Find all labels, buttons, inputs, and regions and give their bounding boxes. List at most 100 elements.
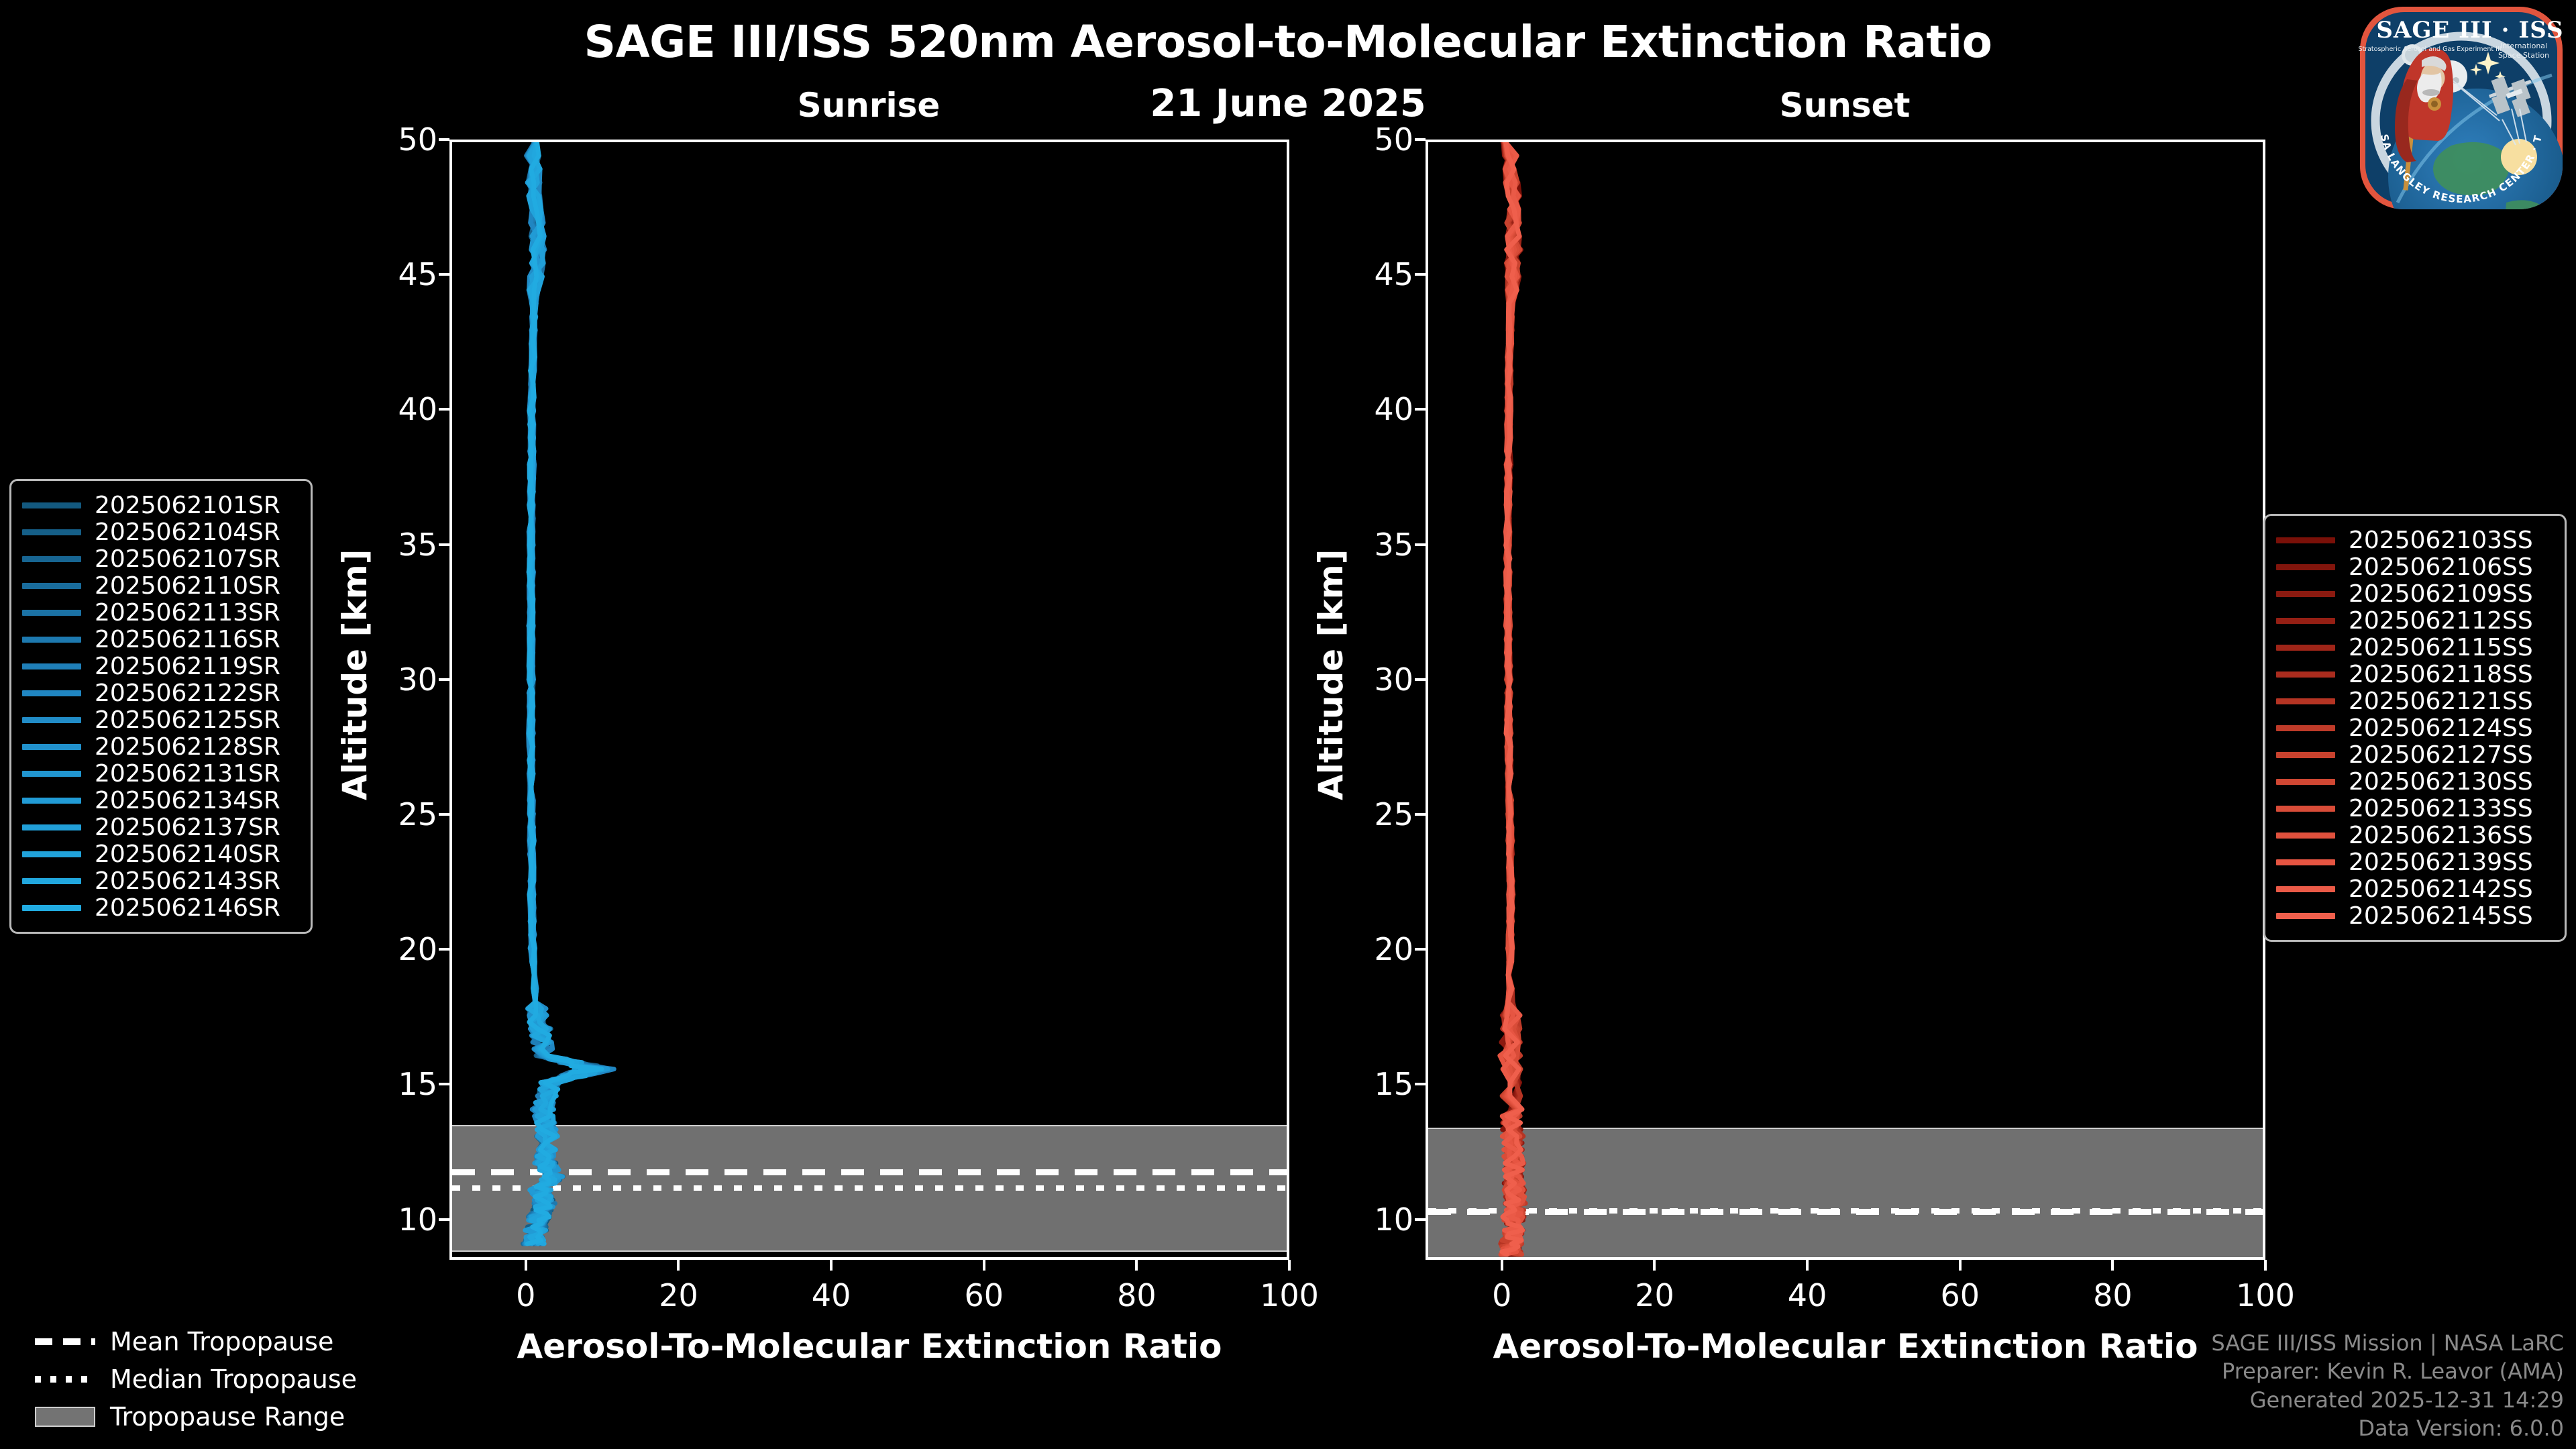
legend-item-label: 2025062122SR <box>95 679 280 707</box>
legend-item[interactable]: 2025062119SR <box>22 653 299 680</box>
legend-item[interactable]: 2025062128SR <box>22 733 299 761</box>
legend-item-label: 2025062133SS <box>2349 794 2533 822</box>
iss-icon <box>2488 76 2532 117</box>
legend-item[interactable]: 2025062122SR <box>22 679 299 707</box>
y-axis-tick-label: 30 <box>398 661 437 698</box>
y-axis-tick-mark <box>439 408 449 411</box>
legend-item-label: 2025062103SS <box>2349 526 2533 554</box>
x-axis-tick-label: 0 <box>1492 1277 1512 1313</box>
legend-color-swatch <box>22 904 81 911</box>
legend-color-swatch <box>22 851 81 857</box>
legend-color-swatch <box>22 797 81 804</box>
legend-item[interactable]: 2025062136SS <box>2276 822 2553 849</box>
legend-color-swatch <box>2276 912 2335 919</box>
legend-item-label: 2025062107SR <box>95 545 280 573</box>
panel-title-sunset: Sunset <box>1779 86 1911 125</box>
legend-color-swatch <box>2276 885 2335 892</box>
x-axis-tick-mark <box>524 1260 527 1271</box>
legend-item[interactable]: 2025062140SR <box>22 841 299 868</box>
legend-item[interactable]: 2025062143SR <box>22 867 299 895</box>
legend-item[interactable]: 2025062121SS <box>2276 688 2553 715</box>
legend-color-swatch <box>2276 564 2335 570</box>
legend-item-label: 2025062101SR <box>95 491 280 519</box>
legend-item[interactable]: 2025062109SS <box>2276 580 2553 608</box>
legend-item[interactable]: 2025062107SR <box>22 545 299 573</box>
legend-item-label: 2025062118SS <box>2349 660 2533 688</box>
legend-item[interactable]: 2025062118SS <box>2276 661 2553 688</box>
legend-color-swatch <box>22 609 81 616</box>
legend-sunset[interactable]: 2025062103SS 2025062106SS 2025062109SS 2025… <box>2263 514 2567 942</box>
legend-label-median-tropopause: Median Tropopause <box>110 1364 357 1394</box>
legend-color-swatch <box>22 636 81 643</box>
earth-landmass-2 <box>2504 200 2555 209</box>
y-axis-tick-mark <box>439 138 449 141</box>
legend-item[interactable]: 2025062142SS <box>2276 875 2553 903</box>
x-axis-tick-mark <box>1288 1260 1291 1271</box>
legend-item-tropopause-range: Tropopause Range <box>19 1398 357 1436</box>
y-axis-tick-mark <box>1415 1218 1426 1221</box>
x-axis-label: Aerosol-To-Molecular Extinction Ratio <box>1493 1327 2198 1366</box>
y-axis-tick-label: 50 <box>1374 121 1413 158</box>
logo-title: SAGE III · ISS <box>2376 17 2563 44</box>
legend-item[interactable]: 2025062145SS <box>2276 902 2553 930</box>
legend-item[interactable]: 2025062124SS <box>2276 714 2553 742</box>
legend-item[interactable]: 2025062127SS <box>2276 741 2553 769</box>
x-axis-tick-label: 80 <box>1117 1277 1157 1313</box>
legend-color-swatch <box>2276 724 2335 731</box>
earth-landmass <box>2433 142 2510 196</box>
star-icon-3 <box>2495 71 2506 82</box>
legend-color-swatch <box>2276 537 2335 543</box>
legend-item[interactable]: 2025062130SS <box>2276 768 2553 796</box>
legend-item[interactable]: 2025062134SR <box>22 787 299 814</box>
x-axis-tick-label: 40 <box>1787 1277 1827 1313</box>
legend-item[interactable]: 2025062110SR <box>22 572 299 600</box>
legend-item-label: 2025062127SS <box>2349 741 2533 769</box>
legend-item[interactable]: 2025062101SR <box>22 492 299 519</box>
legend-item-mean-tropopause: Mean Tropopause <box>19 1323 357 1360</box>
legend-item-median-tropopause: Median Tropopause <box>19 1360 357 1398</box>
legend-item[interactable]: 2025062113SR <box>22 599 299 627</box>
legend-item[interactable]: 2025062112SS <box>2276 607 2553 635</box>
occultation-lines <box>2452 80 2527 146</box>
legend-item-label: 2025062131SR <box>95 759 280 788</box>
median-tropopause-line-sunrise <box>452 1185 1287 1191</box>
legend-item[interactable]: 2025062116SR <box>22 626 299 653</box>
legend-item[interactable]: 2025062106SS <box>2276 553 2553 581</box>
legend-item-label: 2025062115SS <box>2349 633 2533 661</box>
page-title: SAGE III/ISS 520nm Aerosol-to-Molecular … <box>584 16 1992 68</box>
footer-line-version: Data Version: 6.0.0 <box>2358 1415 2564 1441</box>
legend-color-swatch <box>22 663 81 669</box>
legend-item-label: 2025062145SS <box>2349 902 2533 930</box>
legend-item[interactable]: 2025062146SR <box>22 894 299 922</box>
legend-color-swatch <box>2276 698 2335 704</box>
x-axis-tick-label: 0 <box>516 1277 536 1313</box>
y-axis-tick-mark <box>439 948 449 951</box>
y-axis-tick-mark <box>1415 138 1426 141</box>
x-axis-tick-label: 80 <box>2093 1277 2133 1313</box>
y-axis-label: Altitude [km] <box>335 549 374 800</box>
legend-item-label: 2025062128SR <box>95 733 280 761</box>
legend-label-tropopause-range: Tropopause Range <box>110 1402 345 1432</box>
profile-line <box>525 142 604 1246</box>
y-axis-tick-label: 25 <box>1374 796 1413 833</box>
legend-color-swatch <box>2276 644 2335 651</box>
y-axis-tick-label: 50 <box>398 121 437 158</box>
legend-item[interactable]: 2025062104SR <box>22 519 299 546</box>
footer-line-preparer: Preparer: Kevin R. Leavor (AMA) <box>2221 1358 2564 1385</box>
y-axis-tick-label: 45 <box>398 256 437 293</box>
legend-color-swatch <box>2276 671 2335 678</box>
legend-item[interactable]: 2025062133SS <box>2276 795 2553 822</box>
legend-item[interactable]: 2025062125SR <box>22 706 299 734</box>
legend-item[interactable]: 2025062137SR <box>22 814 299 841</box>
legend-color-swatch <box>22 529 81 535</box>
legend-item[interactable]: 2025062131SR <box>22 759 299 788</box>
y-axis-tick-mark <box>439 678 449 681</box>
legend-item[interactable]: 2025062103SS <box>2276 526 2553 554</box>
x-axis-tick-mark <box>830 1260 833 1271</box>
x-axis-tick-label: 20 <box>659 1277 698 1313</box>
legend-color-swatch <box>2276 590 2335 597</box>
legend-sunrise[interactable]: 2025062101SR 2025062104SR 2025062107SR 2025… <box>9 479 313 934</box>
legend-item-label: 2025062116SR <box>95 625 280 653</box>
legend-item[interactable]: 2025062115SS <box>2276 634 2553 661</box>
legend-item[interactable]: 2025062139SS <box>2276 849 2553 876</box>
